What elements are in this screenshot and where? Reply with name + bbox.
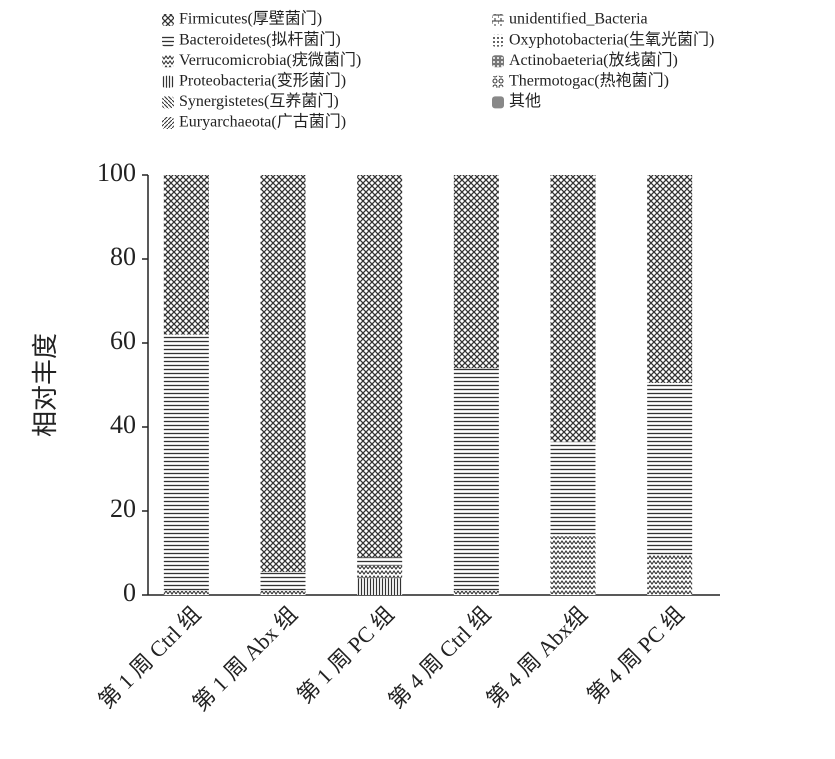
bar-segment [357, 175, 403, 558]
bar-segment [453, 175, 499, 369]
legend-label: Oxyphotobacteria(生氧光菌门) [509, 30, 714, 48]
bar-segment [163, 175, 209, 335]
y-axis-label: 相对丰度 [31, 333, 60, 437]
y-tick-label: 80 [110, 242, 136, 271]
bar-segment [647, 175, 693, 383]
bar-segment [453, 590, 499, 595]
y-tick-label: 60 [110, 326, 136, 355]
legend-swatch [162, 75, 174, 88]
y-tick-label: 100 [97, 158, 136, 187]
x-tick-label: 第 4 周 PC 组 [582, 601, 689, 708]
bar-segment [647, 555, 693, 595]
legend-swatch [162, 34, 174, 47]
bar-segment [550, 441, 596, 537]
legend-label: unidentified_Bacteria [509, 11, 648, 28]
x-tick-label: 第 4 周 Abx组 [482, 601, 593, 712]
bar-segment [260, 590, 306, 595]
legend-label: Euryarchaeota(广古菌门) [179, 113, 346, 131]
legend-label: Firmicutes(厚壁菌门) [179, 9, 322, 28]
x-tick-label: 第 4 周 Ctrl 组 [384, 601, 496, 713]
bar-segment [163, 590, 209, 595]
y-tick-label: 40 [110, 410, 136, 439]
legend-swatch [162, 14, 174, 26]
legend-swatch [492, 96, 504, 109]
legend-label: 其他 [509, 92, 541, 110]
legend-label: Bacteroidetes(拟杆菌门) [179, 30, 341, 48]
legend-swatch [492, 75, 504, 88]
bar-segment [357, 565, 403, 579]
legend-swatch [162, 55, 174, 68]
legend-label: Synergistetes(互养菌门) [179, 92, 339, 110]
legend-swatch [492, 55, 504, 68]
legend-label: Verrucomicrobia(疣微菌门) [179, 51, 361, 69]
bar-segment [260, 175, 306, 572]
legend-label: Proteobacteria(变形菌门) [179, 71, 346, 89]
legend-label: Thermotogac(热袍菌门) [509, 71, 669, 89]
legend-label: Actinobaeteria(放线菌门) [509, 51, 678, 69]
bar-segment [260, 571, 306, 591]
y-tick-label: 0 [123, 578, 136, 607]
y-tick-label: 20 [110, 494, 136, 523]
legend-swatch [492, 34, 504, 47]
legend-swatch [162, 96, 174, 109]
legend-swatch [492, 14, 504, 26]
x-tick-label: 第 1 周 PC 组 [292, 601, 399, 708]
bar-segment [453, 368, 499, 591]
bar-segment [647, 382, 693, 556]
bar-segment [357, 578, 403, 595]
bar-segment [357, 557, 403, 566]
bar-segment [163, 334, 209, 591]
legend-swatch [162, 117, 174, 129]
bar-segment [550, 536, 596, 595]
bar-segment [550, 175, 596, 442]
